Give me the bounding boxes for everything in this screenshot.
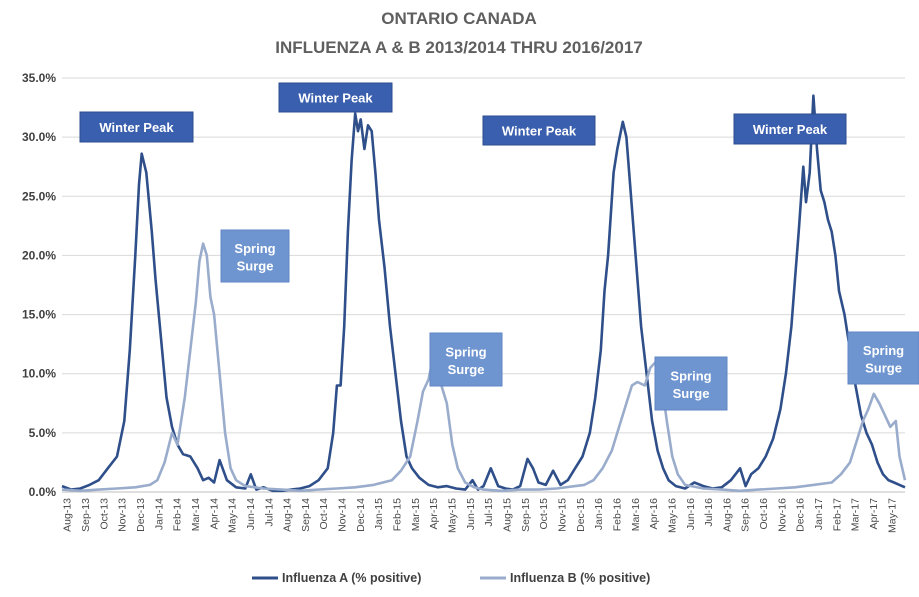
callout-box bbox=[79, 111, 194, 143]
x-tick-label: Feb-16 bbox=[611, 498, 623, 531]
y-axis: 0.0% 5.0% 10.0% 15.0% 20.0% 25.0% 30.0% 35.0% bbox=[22, 71, 56, 499]
callout-text: Spring Surge bbox=[234, 241, 275, 274]
x-tick-label: Dec-16 bbox=[795, 498, 807, 532]
x-tick-label: Oct-13 bbox=[98, 498, 110, 530]
chart-subtitle: INFLUENZA A & B 2013/2014 THRU 2016/2017 bbox=[275, 38, 643, 57]
series-line-influenza-a bbox=[61, 94, 906, 493]
callout-winter-peak: Winter Peak bbox=[733, 113, 847, 145]
callout-line-1: Spring bbox=[445, 345, 486, 360]
callout-winter-peak: Winter Peak bbox=[79, 111, 194, 143]
callout-winter-peak: Winter Peak bbox=[482, 115, 596, 146]
chart-title: ONTARIO CANADA bbox=[381, 9, 537, 28]
x-tick-label: Jan-17 bbox=[813, 498, 825, 530]
callout-box bbox=[220, 229, 290, 283]
x-tick-label: Aug-13 bbox=[62, 498, 74, 532]
callout-winter-peak: Winter Peak bbox=[278, 82, 393, 113]
callout-text: Winter Peak bbox=[298, 91, 373, 106]
y-tick-label: 10.0% bbox=[22, 367, 56, 381]
y-tick-label: 25.0% bbox=[22, 189, 56, 203]
x-tick-label: Jan-15 bbox=[373, 498, 385, 530]
x-tick-label: Jul-15 bbox=[483, 498, 495, 527]
callout-text: Spring Surge bbox=[670, 369, 711, 402]
x-tick-label: Dec-14 bbox=[355, 498, 367, 532]
series-lines bbox=[61, 94, 907, 493]
x-tick-label: Oct-14 bbox=[318, 498, 330, 530]
x-tick-label: Apr-17 bbox=[868, 498, 880, 530]
y-tick-label: 35.0% bbox=[22, 71, 56, 85]
series-line-influenza-b bbox=[61, 242, 907, 493]
callout-line-2: Surge bbox=[865, 361, 902, 376]
callout-text: Spring Surge bbox=[445, 345, 486, 378]
x-tick-label: Jun-16 bbox=[685, 498, 697, 530]
y-tick-label: 0.0% bbox=[29, 485, 57, 499]
x-tick-label: Nov-15 bbox=[556, 498, 568, 532]
x-tick-label: Nov-13 bbox=[117, 498, 129, 532]
x-tick-label: Jul-14 bbox=[263, 498, 275, 527]
callout-box bbox=[847, 331, 919, 385]
x-tick-label: Jan-16 bbox=[593, 498, 605, 530]
x-tick-label: Mar-17 bbox=[850, 498, 862, 531]
x-tick-label: Jul-16 bbox=[703, 498, 715, 527]
x-tick-label: May-15 bbox=[447, 498, 459, 533]
legend-label-influenza-b: Influenza B (% positive) bbox=[510, 571, 650, 585]
x-tick-label: Jun-14 bbox=[245, 498, 257, 530]
legend-label-influenza-a: Influenza A (% positive) bbox=[282, 571, 421, 585]
callout-box bbox=[278, 82, 393, 113]
x-tick-label: Mar-16 bbox=[630, 498, 642, 531]
x-tick-label: Apr-14 bbox=[208, 498, 220, 530]
callout-line-2: Surge bbox=[237, 259, 274, 274]
callout-line-1: Spring bbox=[670, 369, 711, 384]
callout-line-1: Spring bbox=[234, 241, 275, 256]
x-tick-label: Jan-14 bbox=[153, 498, 165, 530]
callout-box bbox=[654, 356, 728, 411]
x-tick-label: Aug-14 bbox=[282, 498, 294, 532]
x-tick-label: May-17 bbox=[886, 498, 898, 533]
callout-box bbox=[482, 115, 596, 146]
x-tick-label: Sep-14 bbox=[300, 498, 312, 532]
x-tick-label: Aug-16 bbox=[721, 498, 733, 532]
x-tick-label: Apr-15 bbox=[428, 498, 440, 530]
x-tick-label: Mar-15 bbox=[410, 498, 422, 531]
x-tick-label: Sep-16 bbox=[740, 498, 752, 532]
x-tick-label: Nov-16 bbox=[776, 498, 788, 532]
x-tick-label: May-14 bbox=[227, 498, 239, 533]
callout-text: Winter Peak bbox=[502, 124, 577, 139]
x-tick-label: Feb-14 bbox=[172, 498, 184, 531]
callout-line-2: Surge bbox=[673, 386, 710, 401]
callout-box bbox=[429, 332, 503, 387]
x-tick-label: Oct-16 bbox=[758, 498, 770, 530]
x-tick-label: May-16 bbox=[666, 498, 678, 533]
callout-line-2: Surge bbox=[448, 362, 485, 377]
callout-box bbox=[733, 113, 847, 145]
callout-spring-surge: Spring Surge bbox=[654, 356, 728, 411]
y-tick-label: 30.0% bbox=[22, 130, 56, 144]
x-tick-label: Nov-14 bbox=[337, 498, 349, 532]
callout-text: Spring Surge bbox=[863, 343, 904, 376]
y-tick-label: 20.0% bbox=[22, 248, 56, 262]
x-tick-label: Sep-15 bbox=[520, 498, 532, 532]
callout-line-1: Spring bbox=[863, 343, 904, 358]
callout-spring-surge: Spring Surge bbox=[847, 331, 919, 385]
y-tick-label: 5.0% bbox=[29, 426, 57, 440]
x-axis: Aug-13 Sep-13 Oct-13 Nov-13 Dec-13 Jan-14 Feb-… bbox=[62, 491, 905, 533]
x-tick-label: Dec-15 bbox=[575, 498, 587, 532]
x-tick-label: Aug-15 bbox=[502, 498, 514, 532]
x-tick-label: Dec-13 bbox=[135, 498, 147, 532]
x-tick-label: Oct-15 bbox=[538, 498, 550, 530]
x-tick-label: Apr-16 bbox=[648, 498, 660, 530]
legend: Influenza A (% positive) Influenza B (% … bbox=[252, 571, 650, 585]
x-tick-label: Mar-14 bbox=[190, 498, 202, 531]
x-tick-label: Feb-17 bbox=[831, 498, 843, 531]
y-tick-label: 15.0% bbox=[22, 308, 56, 322]
x-tick-label: Jun-15 bbox=[465, 498, 477, 530]
x-tick-label: Sep-13 bbox=[80, 498, 92, 532]
callout-text: Winter Peak bbox=[99, 120, 174, 135]
callout-spring-surge: Spring Surge bbox=[220, 229, 290, 283]
x-tick-label: Feb-15 bbox=[392, 498, 404, 531]
callout-spring-surge: Spring Surge bbox=[429, 332, 503, 387]
callout-text: Winter Peak bbox=[753, 122, 828, 137]
